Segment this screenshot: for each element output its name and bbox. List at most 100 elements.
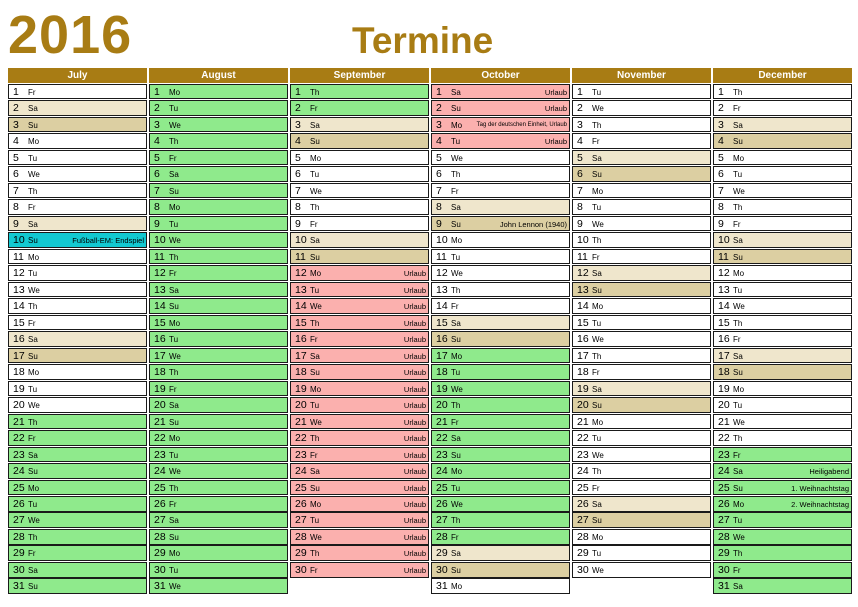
day-cell[interactable]: 26 Sa [572, 496, 711, 512]
day-cell[interactable]: 31 Mo [431, 578, 570, 595]
day-cell[interactable]: 19 Tu [8, 380, 147, 397]
day-cell[interactable]: 5 Mo [713, 149, 852, 166]
day-cell[interactable]: 13 Sa [149, 281, 288, 298]
day-cell[interactable]: 16 Fr Urlaub [290, 331, 429, 347]
day-cell[interactable]: 21 Fr [431, 413, 570, 430]
day-cell[interactable]: 30 Su [431, 561, 570, 578]
day-cell[interactable]: 22 Mo [149, 430, 288, 446]
day-cell[interactable]: 24 Su [8, 463, 147, 479]
day-cell[interactable]: 4 Tu Urlaub [431, 133, 570, 149]
day-cell[interactable]: 12 We [431, 265, 570, 281]
day-cell[interactable]: 31 Su [8, 578, 147, 595]
day-cell[interactable]: 6 Su [572, 166, 711, 182]
day-cell[interactable]: 27 We [8, 512, 147, 529]
day-cell[interactable]: 7 Th [8, 182, 147, 199]
day-cell[interactable]: 26 Mo Urlaub [290, 496, 429, 512]
day-cell[interactable]: 24 We [149, 463, 288, 479]
day-cell[interactable]: 2 Tu [149, 100, 288, 116]
day-cell[interactable]: 10 Su Fußball-EM: Endspiel [8, 232, 147, 248]
day-cell[interactable]: 24 Mo [431, 463, 570, 479]
day-cell[interactable]: 3 Mo Tag der deutschen Einheit, Urlaub [431, 116, 570, 133]
day-cell[interactable]: 17 Mo [431, 347, 570, 364]
day-cell[interactable]: 14 Th [8, 298, 147, 314]
day-cell[interactable]: 4 Mo [8, 133, 147, 149]
day-cell[interactable]: 10 Sa [290, 232, 429, 248]
day-cell[interactable]: 6 We [8, 166, 147, 182]
day-cell[interactable]: 19 Fr [149, 380, 288, 397]
day-cell[interactable]: 14 Mo [572, 298, 711, 314]
day-cell[interactable]: 21 Mo [572, 413, 711, 430]
day-cell[interactable]: 26 Mo 2. Weihnachtstag [713, 496, 852, 512]
day-cell[interactable]: 8 Fr [8, 199, 147, 215]
day-cell[interactable]: 2 Fr [290, 100, 429, 116]
day-cell[interactable]: 7 We [290, 182, 429, 199]
day-cell[interactable]: 14 Fr [431, 298, 570, 314]
day-cell[interactable]: 14 Su [149, 298, 288, 314]
day-cell[interactable]: 20 We [8, 397, 147, 413]
day-cell[interactable]: 25 Fr [572, 479, 711, 496]
day-cell[interactable]: 28 We Urlaub [290, 528, 429, 545]
day-cell[interactable]: 15 Th Urlaub [290, 314, 429, 331]
day-cell[interactable]: 11 Th [149, 248, 288, 265]
day-cell[interactable]: 15 Tu [572, 314, 711, 331]
day-cell[interactable]: 3 We [149, 116, 288, 133]
day-cell[interactable]: 18 Tu [431, 364, 570, 380]
day-cell[interactable]: 21 Su [149, 413, 288, 430]
day-cell[interactable]: 20 Tu [713, 397, 852, 413]
day-cell[interactable]: 30 Fr [713, 561, 852, 578]
day-cell[interactable]: 17 Sa [713, 347, 852, 364]
day-cell[interactable]: 4 Fr [572, 133, 711, 149]
day-cell[interactable]: 6 Tu [713, 166, 852, 182]
day-cell[interactable]: 5 Mo [290, 149, 429, 166]
day-cell[interactable]: 23 Fr Urlaub [290, 446, 429, 463]
day-cell[interactable]: 13 Su [572, 281, 711, 298]
day-cell[interactable]: 7 We [713, 182, 852, 199]
day-cell[interactable]: 16 Fr [713, 331, 852, 347]
day-cell[interactable]: 20 Th [431, 397, 570, 413]
day-cell[interactable]: 8 Mo [149, 199, 288, 215]
day-cell[interactable]: 27 Tu Urlaub [290, 512, 429, 529]
day-cell[interactable]: 9 Fr [290, 215, 429, 232]
day-cell[interactable]: 4 Su [713, 133, 852, 149]
day-cell[interactable]: 28 We [713, 528, 852, 545]
day-cell[interactable]: 12 Mo Urlaub [290, 265, 429, 281]
day-cell[interactable]: 1 Fr [8, 83, 147, 100]
day-cell[interactable]: 3 Th [572, 116, 711, 133]
day-cell[interactable]: 27 Th [431, 512, 570, 529]
day-cell[interactable]: 22 Th Urlaub [290, 430, 429, 446]
day-cell[interactable]: 12 Mo [713, 265, 852, 281]
day-cell[interactable]: 3 Sa [713, 116, 852, 133]
day-cell[interactable]: 9 Sa [8, 215, 147, 232]
day-cell[interactable]: 14 We [713, 298, 852, 314]
day-cell[interactable]: 1 Th [290, 83, 429, 100]
day-cell[interactable]: 7 Mo [572, 182, 711, 199]
day-cell[interactable]: 28 Mo [572, 528, 711, 545]
day-cell[interactable]: 12 Sa [572, 265, 711, 281]
day-cell[interactable]: 21 We Urlaub [290, 413, 429, 430]
day-cell[interactable]: 20 Su [572, 397, 711, 413]
day-cell[interactable]: 29 Th [713, 545, 852, 562]
day-cell[interactable]: 3 Su [8, 116, 147, 133]
day-cell[interactable]: 29 Mo [149, 545, 288, 562]
day-cell[interactable]: 26 We [431, 496, 570, 512]
day-cell[interactable]: 8 Sa [431, 199, 570, 215]
day-cell[interactable]: 1 Sa Urlaub [431, 83, 570, 100]
day-cell[interactable]: 12 Fr [149, 265, 288, 281]
day-cell[interactable]: 18 Fr [572, 364, 711, 380]
day-cell[interactable]: 10 Th [572, 232, 711, 248]
day-cell[interactable]: 2 Su Urlaub [431, 100, 570, 116]
day-cell[interactable]: 29 Fr [8, 545, 147, 562]
day-cell[interactable]: 23 Su [431, 446, 570, 463]
day-cell[interactable]: 30 Fr Urlaub [290, 561, 429, 578]
day-cell[interactable]: 5 Tu [8, 149, 147, 166]
day-cell[interactable]: 16 Su [431, 331, 570, 347]
day-cell[interactable]: 19 Mo [713, 380, 852, 397]
day-cell[interactable]: 29 Th Urlaub [290, 545, 429, 562]
day-cell[interactable]: 10 We [149, 232, 288, 248]
day-cell[interactable]: 18 Th [149, 364, 288, 380]
day-cell[interactable]: 14 We Urlaub [290, 298, 429, 314]
day-cell[interactable]: 1 Th [713, 83, 852, 100]
day-cell[interactable]: 9 Su John Lennon (1940) [431, 215, 570, 232]
day-cell[interactable]: 7 Su [149, 182, 288, 199]
day-cell[interactable]: 28 Th [8, 528, 147, 545]
